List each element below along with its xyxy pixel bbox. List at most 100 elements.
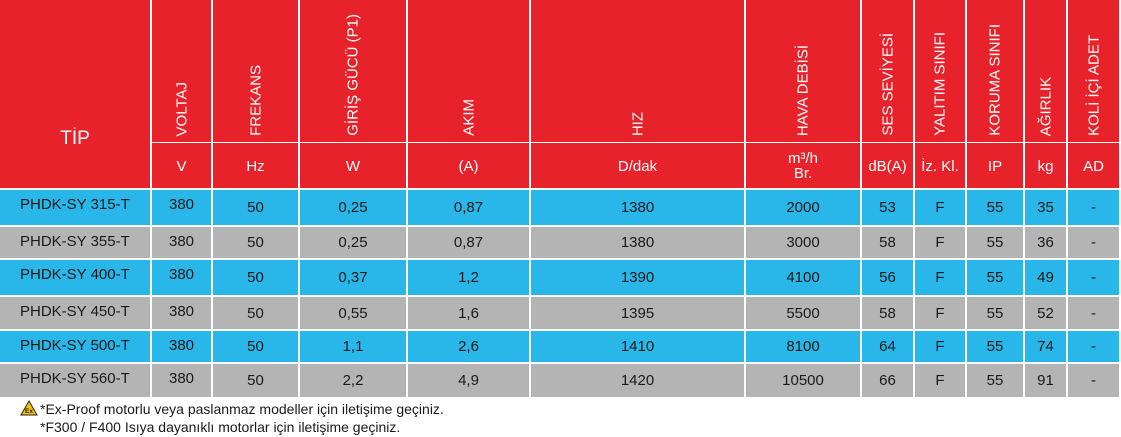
header-unit-agirlik: kg <box>1025 142 1066 189</box>
row-value: 35 <box>1025 190 1066 225</box>
row-value: - <box>1068 364 1119 397</box>
header-agirlik: AĞIRLIK kg <box>1025 0 1066 188</box>
row-value: 55 <box>967 364 1023 397</box>
header-akim: AKIM (A) <box>408 0 529 188</box>
header-label-ses: SES SEVİYESİ <box>879 33 896 136</box>
row-value: 55 <box>967 260 1023 295</box>
row-value: 380 <box>152 190 211 225</box>
row-value: 74 <box>1025 331 1066 362</box>
header-unit-debi: m³/h Br. <box>746 142 860 189</box>
row-value: F <box>915 260 965 295</box>
row-value: 380 <box>152 260 211 295</box>
row-model: PHDK-SY 500-T <box>0 331 150 362</box>
note-ex-proof: *Ex-Proof motorlu veya paslanmaz modelle… <box>40 401 444 417</box>
row-value: 2,2 <box>300 364 406 397</box>
row-value: - <box>1068 227 1119 258</box>
header-frekans: FREKANS Hz <box>213 0 298 188</box>
row-model: PHDK-SY 315-T <box>0 190 150 225</box>
row-value: - <box>1068 331 1119 362</box>
header-unit-yalitim: İz. Kl. <box>915 142 965 189</box>
row-value: 58 <box>862 227 913 258</box>
header-label-frekans: FREKANS <box>247 65 264 136</box>
row-value: 50 <box>213 260 298 295</box>
row-value: 55 <box>967 227 1023 258</box>
row-value: - <box>1068 190 1119 225</box>
row-model: PHDK-SY 400-T <box>0 260 150 295</box>
row-value: 8100 <box>746 331 860 362</box>
row-model: PHDK-SY 560-T <box>0 364 150 397</box>
row-value: 1390 <box>531 260 744 295</box>
header-tip: TİP <box>0 0 150 188</box>
note-heat-resistant: *F300 / F400 Isıya dayanıklı motorlar iç… <box>40 419 401 435</box>
row-value: 56 <box>862 260 913 295</box>
row-value: 49 <box>1025 260 1066 295</box>
header-label-voltaj: VOLTAJ <box>173 81 190 136</box>
row-value: F <box>915 227 965 258</box>
header-hiz: HIZ D/dak <box>531 0 744 188</box>
row-value: 1380 <box>531 227 744 258</box>
row-value: 55 <box>967 190 1023 225</box>
row-value: 2,6 <box>408 331 529 362</box>
header-ses: SES SEVİYESİ dB(A) <box>862 0 913 188</box>
header-unit-koli: AD <box>1068 142 1119 189</box>
row-value: - <box>1068 297 1119 329</box>
header-label-hiz: HIZ <box>629 111 646 136</box>
header-yalitim: YALITIM SINIFI İz. Kl. <box>915 0 965 188</box>
row-value: 50 <box>213 331 298 362</box>
header-label-guc: GİRİŞ GÜCÜ (P1) <box>344 14 362 136</box>
row-value: 58 <box>862 297 913 329</box>
header-label-koli: KOLİ İÇİ ADET <box>1085 35 1102 136</box>
header-voltaj: VOLTAJ V <box>152 0 211 188</box>
row-value: 0,87 <box>408 190 529 225</box>
row-value: 0,25 <box>300 190 406 225</box>
header-debi: HAVA DEBİSİ m³/h Br. <box>746 0 860 188</box>
row-value: F <box>915 190 965 225</box>
row-value: 1380 <box>531 190 744 225</box>
row-value: 2000 <box>746 190 860 225</box>
row-value: 1395 <box>531 297 744 329</box>
row-value: 50 <box>213 297 298 329</box>
ex-proof-icon: Ex <box>20 400 38 416</box>
header-unit-akim: (A) <box>408 142 529 189</box>
row-model: PHDK-SY 450-T <box>0 297 150 329</box>
header-unit-ses: dB(A) <box>862 142 913 189</box>
header-label-yalitim: YALITIM SINIFI <box>931 32 949 136</box>
row-value: 0,25 <box>300 227 406 258</box>
header-label-agirlik: AĞIRLIK <box>1037 76 1054 136</box>
row-value: 50 <box>213 364 298 397</box>
row-value: 380 <box>152 297 211 329</box>
header-unit-frekans: Hz <box>213 142 298 189</box>
header-guc: GİRİŞ GÜCÜ (P1) W <box>300 0 406 188</box>
row-value: 0,87 <box>408 227 529 258</box>
row-value: 3000 <box>746 227 860 258</box>
header-label-koruma: KORUMA SINIFI <box>986 24 1004 136</box>
row-value: 380 <box>152 364 211 397</box>
ex-icon-text: Ex <box>25 408 33 415</box>
row-value: 64 <box>862 331 913 362</box>
header-unit-koruma: IP <box>967 142 1023 189</box>
row-value: 5500 <box>746 297 860 329</box>
row-value: 4,9 <box>408 364 529 397</box>
row-value: 0,37 <box>300 260 406 295</box>
row-value: F <box>915 331 965 362</box>
row-value: 53 <box>862 190 913 225</box>
row-value: 4100 <box>746 260 860 295</box>
row-value: 380 <box>152 227 211 258</box>
header-koruma: KORUMA SINIFI IP <box>967 0 1023 188</box>
row-model: PHDK-SY 355-T <box>0 227 150 258</box>
row-value: 91 <box>1025 364 1066 397</box>
header-unit-guc: W <box>300 142 406 189</box>
row-value: 55 <box>967 331 1023 362</box>
row-value: 36 <box>1025 227 1066 258</box>
header-label-akim: AKIM <box>460 99 477 136</box>
row-value: F <box>915 297 965 329</box>
row-value: 380 <box>152 331 211 362</box>
row-value: 52 <box>1025 297 1066 329</box>
header-label-debi: HAVA DEBİSİ <box>794 44 812 136</box>
row-value: 50 <box>213 190 298 225</box>
row-value: F <box>915 364 965 397</box>
row-value: 66 <box>862 364 913 397</box>
row-value: 1,2 <box>408 260 529 295</box>
row-value: 0,55 <box>300 297 406 329</box>
